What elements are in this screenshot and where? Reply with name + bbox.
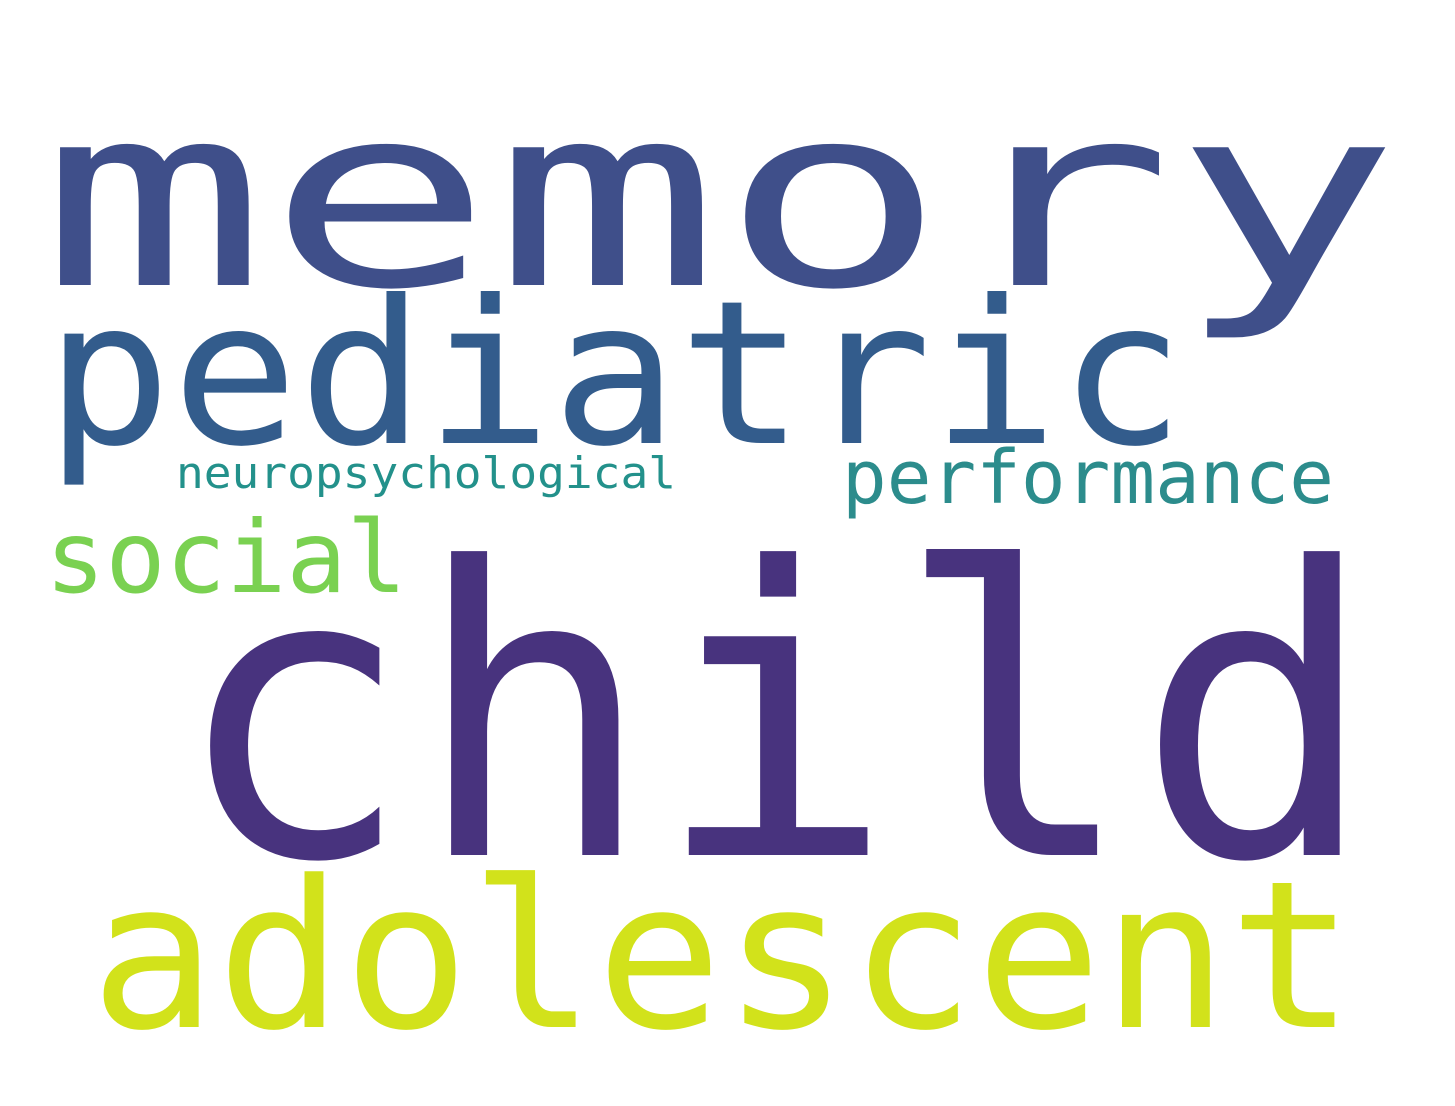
word-pediatric: pediatric: [45, 258, 1185, 491]
word-memory: memory: [40, 52, 1400, 345]
word-social: social: [45, 499, 407, 616]
word-neuropsychological: neuropsychological: [176, 448, 676, 499]
word-child: child: [172, 485, 1377, 950]
word-adolescent: adolescent: [90, 838, 1355, 1076]
word-performance: performance: [842, 435, 1334, 521]
